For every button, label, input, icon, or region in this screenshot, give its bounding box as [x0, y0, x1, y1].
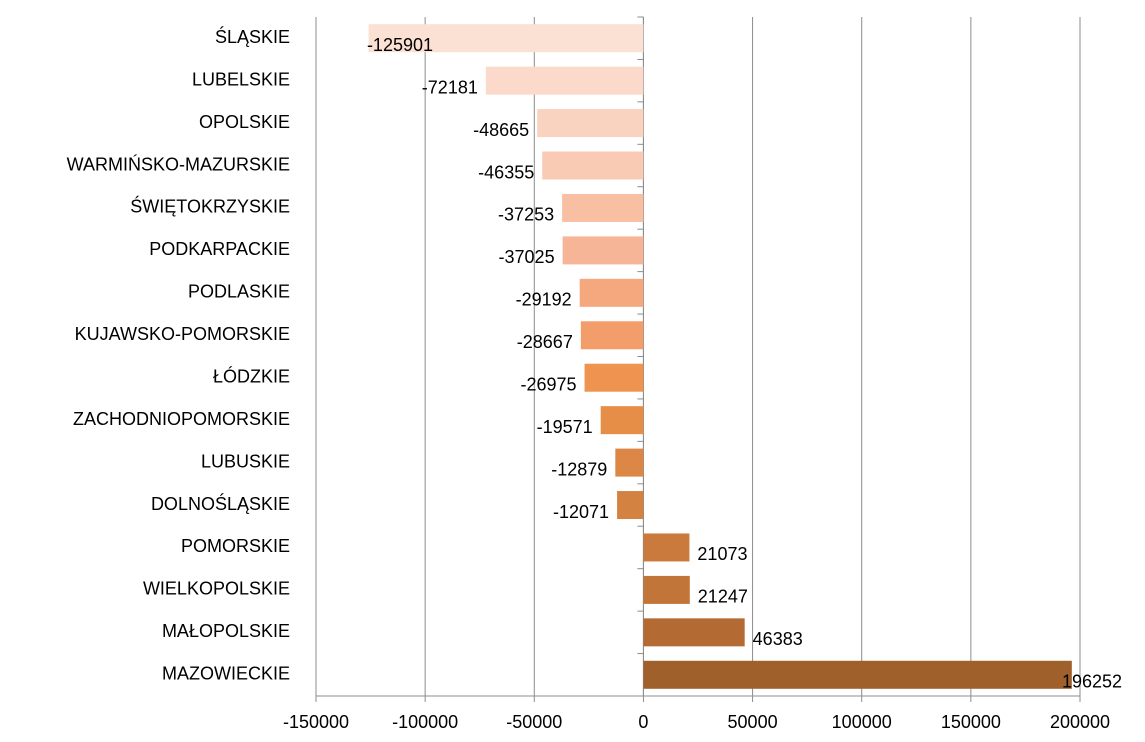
data-label: -29192: [516, 290, 572, 310]
data-label: 21073: [697, 544, 747, 564]
data-label: 21247: [698, 587, 748, 607]
data-label: -125901: [367, 35, 433, 55]
bar: [600, 406, 644, 435]
y-tick-label: DOLNOŚLĄSKIE: [151, 493, 290, 514]
bar: [537, 109, 644, 138]
bar: [643, 618, 745, 647]
y-tick-label: KUJAWSKO-POMORSKIE: [75, 324, 290, 344]
y-tick-label: LUBELSKIE: [192, 69, 290, 89]
y-tick-label: PODLASKIE: [188, 282, 290, 302]
bar: [562, 236, 644, 265]
x-tick-label: -100000: [392, 712, 458, 732]
x-tick-label: 50000: [728, 712, 778, 732]
y-tick-label: LUBUSKIE: [201, 451, 290, 471]
y-tick-label: ZACHODNIOPOMORSKIE: [73, 409, 290, 429]
y-tick-label: ŁÓDZKIE: [213, 365, 290, 386]
y-tick-label: PODKARPACKIE: [149, 239, 290, 259]
y-tick-label: WARMIŃSKO-MAZURSKIE: [67, 154, 290, 174]
y-tick-label: OPOLSKIE: [199, 112, 290, 132]
x-tick-label: 0: [638, 712, 648, 732]
data-label: -37253: [498, 205, 554, 225]
data-label: -28667: [517, 332, 573, 352]
x-tick-label: -50000: [506, 712, 562, 732]
bar: [615, 448, 644, 477]
y-tick-label: MAŁOPOLSKIE: [162, 621, 290, 641]
data-label: -12879: [551, 459, 607, 479]
bar: [368, 24, 644, 53]
y-tick-label: ŚLĄSKIE: [215, 26, 290, 47]
bar: [579, 278, 644, 307]
x-tick-label: 150000: [941, 712, 1001, 732]
bar: [562, 193, 644, 222]
data-label: -48665: [473, 120, 529, 140]
bar: [643, 575, 690, 604]
data-label: 46383: [753, 629, 803, 649]
data-label: -37025: [499, 247, 555, 267]
bar: [542, 151, 644, 180]
x-tick-label: 100000: [832, 712, 892, 732]
bar: [617, 491, 644, 520]
bar: [584, 363, 644, 392]
data-label: -26975: [520, 374, 576, 394]
bar: [643, 533, 690, 562]
x-tick-label: -150000: [283, 712, 349, 732]
y-tick-label: ŚWIĘTOKRZYSKIE: [130, 196, 290, 217]
data-label: 196252: [1062, 672, 1122, 692]
x-tick-label: 200000: [1050, 712, 1110, 732]
y-tick-label: MAZOWIECKIE: [162, 664, 290, 684]
bar: [485, 66, 644, 95]
bar: [580, 321, 644, 350]
data-label: -72181: [422, 77, 478, 97]
data-label: -46355: [478, 162, 534, 182]
y-tick-label: WIELKOPOLSKIE: [143, 579, 290, 599]
bar: [643, 660, 1072, 689]
data-label: -19571: [537, 417, 593, 437]
data-label: -12071: [553, 502, 609, 522]
y-tick-label: POMORSKIE: [181, 536, 290, 556]
